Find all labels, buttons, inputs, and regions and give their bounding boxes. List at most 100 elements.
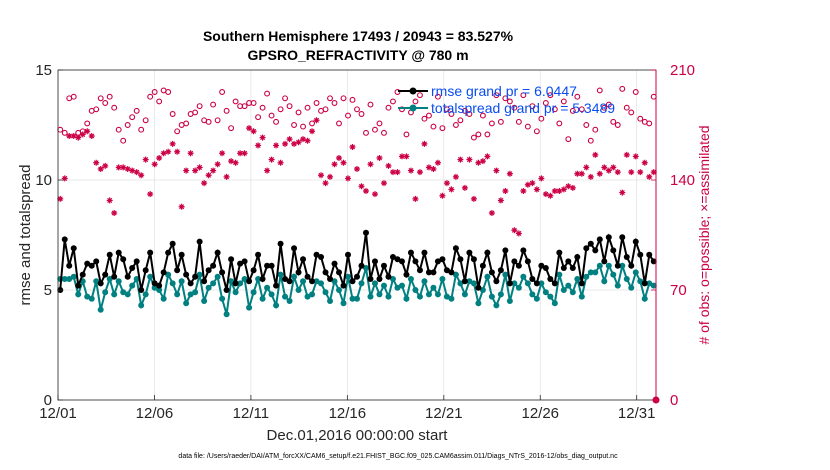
rmse-point — [183, 271, 190, 278]
rmse-point — [605, 234, 612, 241]
rmse-point — [201, 278, 208, 285]
spread-point — [138, 302, 145, 309]
obs-possible-point — [475, 131, 482, 138]
axis-ticks: 12/01 12/06 12/11 12/16 12/21 12/26 12/31 0 5 10 1… — [35, 62, 695, 422]
spread-point — [66, 276, 73, 282]
obs-assimilated-point — [376, 155, 383, 161]
spread-point — [583, 273, 590, 280]
spread-point — [466, 278, 473, 285]
obs-possible-point — [358, 111, 365, 117]
obs-possible-point — [502, 95, 509, 102]
obs-assimilated-point — [205, 172, 212, 179]
spread-point — [443, 293, 450, 300]
rmse-point — [295, 269, 302, 276]
obs-assimilated-point — [174, 148, 181, 155]
obs-assimilated-point — [291, 140, 298, 147]
rmse-point — [61, 236, 68, 243]
rmse-point — [165, 249, 172, 256]
obs-possible-point — [304, 104, 311, 111]
obs-possible-point — [282, 95, 289, 102]
obs-assimilated-point — [309, 128, 316, 135]
rmse-point — [223, 287, 230, 293]
obs-assimilated-point — [295, 139, 302, 146]
obs-assimilated-point — [156, 155, 163, 161]
spread-point — [88, 295, 95, 302]
rmse-point — [327, 276, 334, 282]
rmse-point — [174, 267, 181, 274]
y-left-tick-label: 5 — [44, 282, 52, 299]
spread-point — [448, 295, 455, 302]
spread-point — [416, 293, 423, 300]
spread-point — [97, 306, 104, 313]
spread-point — [160, 295, 167, 302]
obs-possible-point — [430, 123, 437, 130]
spread-point — [380, 282, 387, 289]
rmse-point — [106, 251, 113, 258]
obs-possible-point — [479, 112, 486, 119]
rmse-point — [511, 258, 518, 265]
obs-possible-point — [241, 103, 248, 110]
spread-point — [385, 293, 392, 300]
rmse-point — [551, 280, 558, 287]
obs-assimilated-point — [286, 136, 293, 143]
rmse-point — [407, 249, 414, 256]
spread-point — [223, 311, 230, 318]
rmse-point — [439, 256, 446, 263]
obs-assimilated-point — [556, 188, 563, 194]
rmse-point — [313, 251, 320, 258]
obs-assimilated-point — [605, 167, 612, 174]
obs-assimilated-point — [592, 151, 599, 158]
rmse-point — [610, 247, 617, 254]
rmse-point — [479, 262, 486, 269]
spread-point — [111, 291, 118, 298]
rmse-point — [430, 269, 437, 276]
rmse-point — [533, 280, 540, 287]
obs-assimilated-point — [165, 148, 172, 155]
obs-assimilated-point — [313, 117, 320, 124]
plot-area — [58, 70, 656, 400]
obs-assimilated-point — [327, 173, 334, 180]
obs-assimilated-point — [196, 164, 203, 171]
rmse-point — [282, 276, 289, 282]
rmse-point — [538, 262, 545, 269]
spread-point — [560, 287, 567, 293]
rmse-point — [300, 256, 307, 263]
x-tick-label: 12/11 — [233, 405, 269, 422]
spread-point — [556, 271, 563, 278]
rmse-point — [596, 236, 603, 243]
obs-possible-point — [250, 100, 257, 106]
obs-possible-point — [470, 134, 477, 141]
rmse-point — [623, 254, 630, 260]
rmse-point — [371, 258, 378, 265]
obs-possible-point — [443, 106, 450, 113]
rmse-point — [403, 271, 410, 278]
rmse-point — [398, 258, 405, 265]
spread-point — [538, 280, 545, 287]
obs-assimilated-point — [515, 230, 522, 237]
obs-assimilated-point — [443, 180, 450, 187]
obs-possible-point — [327, 95, 333, 102]
rmse-point — [88, 262, 95, 269]
obs-possible-point — [399, 106, 405, 113]
spread-point — [439, 276, 446, 282]
obs-possible-point — [120, 137, 127, 144]
obs-assimilated-point — [650, 169, 657, 176]
obs-assimilated-point — [79, 131, 86, 138]
obs-possible-point — [174, 128, 181, 135]
spread-point — [461, 291, 468, 298]
obs-assimilated-point — [57, 195, 64, 202]
obs-possible-point — [363, 129, 369, 136]
obs-possible-point — [385, 104, 392, 111]
rmse-point — [115, 249, 122, 256]
obs-possible-point — [115, 126, 122, 133]
obs-possible-point — [259, 104, 266, 111]
rmse-point — [304, 273, 311, 280]
rmse-point — [120, 256, 127, 263]
spread-point — [246, 304, 253, 311]
spread-point — [425, 291, 432, 298]
rmse-point — [133, 258, 140, 265]
obs-assimilated-point — [264, 167, 271, 174]
obs-possible-point — [309, 120, 315, 127]
spread-point — [596, 262, 603, 269]
spread-point — [205, 284, 212, 291]
